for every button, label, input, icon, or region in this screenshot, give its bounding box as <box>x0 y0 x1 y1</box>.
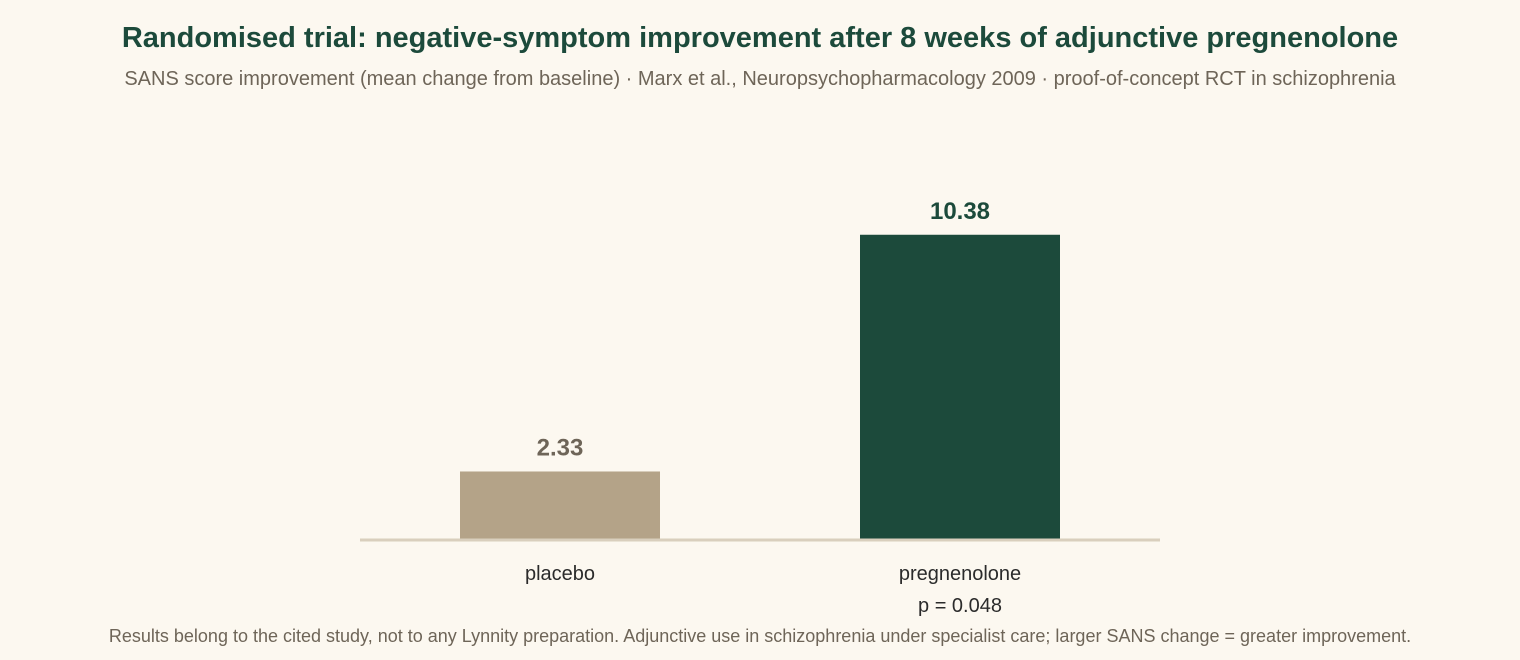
bar-placebo <box>460 471 660 540</box>
chart-subtitle: SANS score improvement (mean change from… <box>124 68 1396 90</box>
disclaimer-note: Results belong to the cited study, not t… <box>108 626 1412 646</box>
bar-pregnenolone <box>860 234 1060 540</box>
category-label-pregnenolone: pregnenolone <box>899 563 1021 585</box>
category-label-placebo: placebo <box>525 563 595 585</box>
chart-title: Randomised trial: negative-symptom impro… <box>121 22 1399 54</box>
value-label-placebo: 2.33 <box>537 434 584 461</box>
p-value-annotation: p = 0.048 <box>918 595 1002 617</box>
value-label-pregnenolone: 10.38 <box>930 198 990 225</box>
